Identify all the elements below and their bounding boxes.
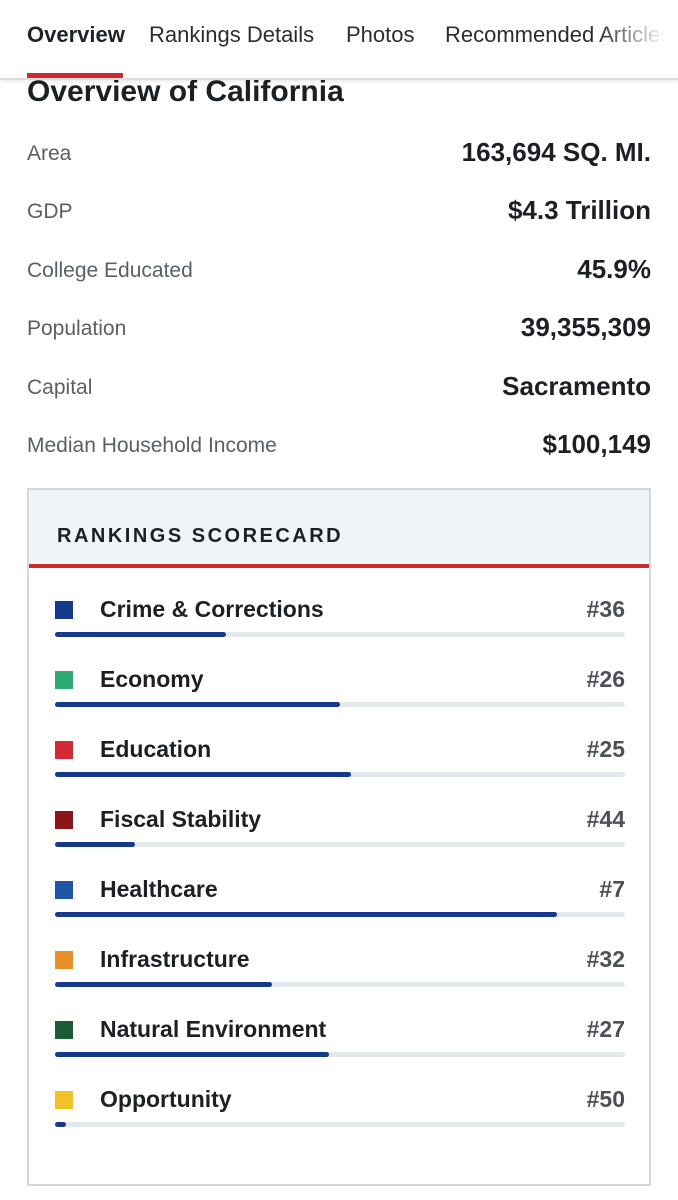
stat-value: 39,355,309 [520, 312, 651, 342]
rank-number: #27 [586, 1016, 625, 1042]
rank-number: #25 [586, 736, 625, 762]
rank-item-infrastructure[interactable]: Infrastructure #32 [55, 936, 625, 996]
overview-title: Overview of California [27, 75, 344, 108]
stat-row-median-household-income: Median Household Income $100,149 [27, 426, 651, 466]
stat-label: Capital [27, 376, 93, 399]
stat-value: 45.9% [577, 254, 651, 284]
section-tabs: Overview Rankings Details Photos Recomme… [0, 0, 678, 80]
rank-progress-track [55, 772, 625, 777]
color-swatch [55, 951, 73, 969]
rank-progress-fill [55, 702, 340, 707]
scorecard-header: RANKINGS SCORECARD [29, 490, 649, 568]
stat-row-area: Area 163,694 SQ. MI. [27, 134, 651, 174]
stat-label: Area [27, 142, 72, 165]
rank-progress-fill [55, 772, 352, 777]
stat-label: Population [27, 317, 127, 340]
stat-row-gdp: GDP $4.3 Trillion [27, 192, 651, 232]
rank-progress-fill [55, 1122, 67, 1127]
rank-progress-track [55, 702, 625, 707]
rank-item-crime-corrections[interactable]: Crime & Corrections #36 [55, 586, 625, 646]
rank-category-name: Natural Environment [100, 1016, 327, 1042]
rank-number: #50 [586, 1086, 625, 1112]
color-swatch [55, 1021, 73, 1039]
scorecard-title: RANKINGS SCORECARD [57, 525, 344, 547]
rank-number: #26 [586, 666, 625, 692]
rank-progress-fill [55, 982, 272, 987]
color-swatch [55, 881, 73, 899]
rank-number: #7 [599, 876, 625, 902]
tab-photos[interactable]: Photos [346, 22, 415, 47]
rank-item-economy[interactable]: Economy #26 [55, 656, 625, 716]
rank-category-name: Economy [100, 666, 204, 692]
color-swatch [55, 671, 73, 689]
rank-item-education[interactable]: Education #25 [55, 726, 625, 786]
rank-item-opportunity[interactable]: Opportunity #50 [55, 1076, 625, 1136]
rank-category-name: Fiscal Stability [100, 806, 262, 832]
rank-category-name: Opportunity [100, 1086, 232, 1112]
rank-progress-track [55, 1122, 625, 1127]
rank-progress-fill [55, 912, 557, 917]
rank-progress-track [55, 982, 625, 987]
stat-row-college-educated: College Educated 45.9% [27, 251, 651, 291]
active-tab-indicator [27, 73, 123, 78]
stat-label: College Educated [27, 259, 193, 282]
rank-category-name: Healthcare [100, 876, 218, 902]
rank-category-name: Education [100, 736, 212, 762]
rank-progress-fill [55, 842, 135, 847]
rank-item-fiscal-stability[interactable]: Fiscal Stability #44 [55, 796, 625, 856]
rank-number: #36 [586, 596, 625, 622]
rank-progress-track [55, 632, 625, 637]
tabs-fade-overlay [598, 0, 678, 78]
rank-progress-track [55, 1052, 625, 1057]
color-swatch [55, 811, 73, 829]
color-swatch [55, 1091, 73, 1109]
rank-number: #44 [586, 806, 625, 832]
rank-progress-fill [55, 632, 226, 637]
stat-value: 163,694 SQ. MI. [461, 137, 651, 167]
stat-row-population: Population 39,355,309 [27, 309, 651, 349]
rank-progress-track [55, 842, 625, 847]
stat-row-capital: Capital Sacramento [27, 368, 651, 408]
stat-value: $4.3 Trillion [507, 195, 651, 225]
rank-progress-fill [55, 1052, 329, 1057]
stat-label: GDP [27, 200, 73, 223]
rank-number: #32 [586, 946, 625, 972]
tab-rankings-details[interactable]: Rankings Details [149, 22, 315, 47]
color-swatch [55, 601, 73, 619]
rank-category-name: Infrastructure [100, 946, 250, 972]
rank-category-name: Crime & Corrections [100, 596, 324, 622]
tab-overview[interactable]: Overview [27, 22, 125, 47]
stat-label: Median Household Income [27, 434, 277, 457]
rankings-scorecard: RANKINGS SCORECARD Crime & Corrections #… [27, 488, 651, 1186]
stat-value: Sacramento [502, 371, 651, 401]
rank-item-natural-environment[interactable]: Natural Environment #27 [55, 1006, 625, 1066]
rank-progress-track [55, 912, 625, 917]
color-swatch [55, 741, 73, 759]
rank-item-healthcare[interactable]: Healthcare #7 [55, 866, 625, 926]
stat-value: $100,149 [542, 429, 651, 459]
